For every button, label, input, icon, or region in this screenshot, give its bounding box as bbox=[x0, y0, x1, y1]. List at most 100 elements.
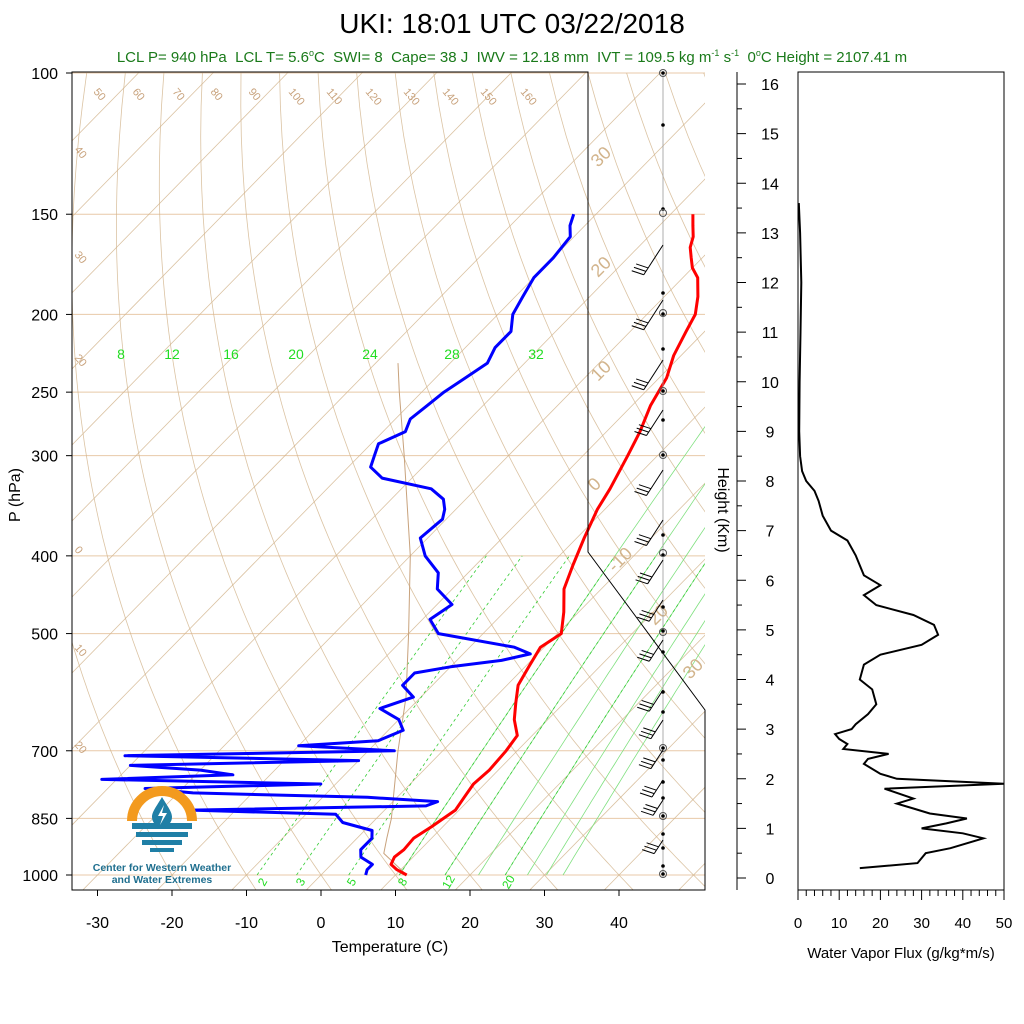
moist-adiabat-label: 8 bbox=[395, 875, 411, 888]
degree-sign: o bbox=[308, 48, 314, 58]
height-tick-label: 12 bbox=[761, 276, 779, 293]
wind-barb-shaft bbox=[647, 559, 664, 585]
skewt-border bbox=[71, 71, 706, 891]
dry-adiabat bbox=[587, 72, 705, 353]
flux-tick-label: 50 bbox=[996, 915, 1013, 932]
isotherm-line bbox=[231, 406, 705, 890]
isotherm-line bbox=[380, 558, 705, 890]
moist-adiabat bbox=[444, 555, 657, 876]
isotherm-line bbox=[72, 72, 513, 522]
mixing-ratio-label: 8 bbox=[117, 346, 125, 362]
barb-station-dot bbox=[661, 629, 665, 633]
wind-barb-feather bbox=[635, 263, 649, 269]
mixing-ratio-line bbox=[527, 593, 705, 876]
wind-barb-feather bbox=[636, 537, 649, 543]
dry-adiabat-label: 60 bbox=[130, 86, 147, 103]
lcl-temperature-unit: C bbox=[313, 49, 325, 66]
wind-barb-feather bbox=[646, 842, 659, 848]
isotherm-label: -10 bbox=[604, 543, 637, 576]
isotherm-label: 20 bbox=[587, 253, 615, 281]
dry-adiabat bbox=[819, 73, 1024, 892]
height-tick-label: 4 bbox=[766, 673, 775, 690]
isotherm-line bbox=[72, 72, 215, 218]
calm-circle bbox=[659, 209, 667, 217]
mixing-ratio-label: 24 bbox=[362, 346, 378, 362]
wind-barb-feather bbox=[644, 845, 657, 851]
wind-barb-feather bbox=[638, 534, 652, 540]
height-tick-label: 13 bbox=[761, 226, 779, 243]
height-tick-label: 3 bbox=[766, 722, 775, 739]
temperature-profile bbox=[389, 214, 700, 877]
isotherm-label: 30 bbox=[679, 655, 707, 683]
height-tick-label: 8 bbox=[766, 474, 775, 491]
flux-frame bbox=[797, 71, 1005, 891]
skewt-profiles bbox=[100, 213, 700, 877]
isotherm-line bbox=[72, 178, 705, 826]
cw3e-logo-icon bbox=[127, 786, 197, 852]
logo-line-2: and Water Extremes bbox=[111, 874, 213, 886]
calm-circle bbox=[659, 628, 667, 636]
y-axis-label: P (hPa) bbox=[7, 468, 24, 522]
dry-adiabat-label: 70 bbox=[170, 86, 187, 103]
wind-barb-feather bbox=[640, 760, 654, 766]
height-tick-label: 15 bbox=[761, 127, 779, 144]
isotherm-line bbox=[72, 72, 438, 446]
wind-barb-shaft bbox=[648, 639, 664, 662]
dry-adiabat bbox=[433, 72, 705, 665]
mixing-ratio-label: 28 bbox=[444, 346, 460, 362]
ivt-exp-m: -1 bbox=[711, 48, 720, 58]
flux-tick-label: 20 bbox=[872, 915, 889, 932]
ivt-exp-s: -1 bbox=[731, 48, 740, 58]
isotherm-line bbox=[157, 330, 705, 890]
mixing-ratio-line bbox=[478, 526, 705, 876]
dry-adiabat-label: 10 bbox=[72, 642, 89, 659]
y-tick-label: 150 bbox=[31, 207, 58, 224]
wind-barb-shaft bbox=[646, 519, 664, 546]
isotherm-line bbox=[72, 72, 289, 294]
calm-circle bbox=[659, 69, 667, 77]
water-vapor-flux-line bbox=[798, 203, 1004, 870]
wind-barb-feather bbox=[640, 810, 654, 816]
barb-station-dot bbox=[661, 758, 665, 762]
dry-adiabat bbox=[279, 72, 634, 890]
height-tick-label: 10 bbox=[761, 375, 779, 392]
flux-tick-label: 30 bbox=[913, 915, 930, 932]
height-tick-label: 16 bbox=[761, 77, 779, 94]
freezing-height-text: C Height = 2107.41 m bbox=[760, 49, 908, 66]
wind-barb-shaft bbox=[648, 599, 664, 622]
swi-index: SWI= 8 bbox=[333, 49, 383, 66]
wind-barb-feather bbox=[633, 321, 647, 327]
cw3e-logo-text: Center for Western Weather and Water Ext… bbox=[92, 862, 232, 886]
height-tick-label: 2 bbox=[766, 772, 775, 789]
x-axis-label: Temperature (C) bbox=[332, 939, 448, 956]
height-tick-label: 0 bbox=[766, 871, 775, 888]
wind-barb-feather bbox=[634, 541, 647, 546]
moist-adiabat-label: 2 bbox=[255, 875, 271, 888]
wind-barb-feather bbox=[631, 325, 644, 331]
height-axis-label: Height (Km) bbox=[714, 467, 731, 552]
dewpoint-profile bbox=[100, 213, 576, 876]
barb-station-dot bbox=[661, 605, 665, 609]
barb-station-dot bbox=[661, 746, 665, 750]
mixing-ratio-label: 16 bbox=[223, 346, 239, 362]
y-tick-label: 200 bbox=[31, 307, 58, 324]
dry-adiabat bbox=[472, 72, 705, 589]
mixing-ratio-line bbox=[562, 644, 705, 876]
isotherm-line bbox=[306, 482, 705, 890]
y-tick-label: 1000 bbox=[22, 868, 58, 885]
mixing-ratio-label: 20 bbox=[288, 346, 304, 362]
flux-axis-label: Water Vapor Flux (g/kg*m/s) bbox=[807, 945, 995, 962]
height-tick-label: 11 bbox=[762, 325, 779, 342]
dry-adiabat bbox=[897, 73, 1024, 892]
height-tick-label: 14 bbox=[761, 176, 779, 193]
dry-adiabat bbox=[116, 72, 332, 890]
wind-barb-feather bbox=[635, 378, 649, 384]
y-tick-label: 400 bbox=[31, 549, 58, 566]
barb-station-dot bbox=[661, 418, 665, 422]
y-tick-label: 100 bbox=[31, 66, 58, 83]
sounding-indices: LCL P= 940 hPa LCL T= 5.6oC SWI= 8 Cape=… bbox=[0, 48, 1024, 66]
moist-adiabat-label: 5 bbox=[344, 875, 360, 888]
calm-circle bbox=[659, 744, 667, 752]
